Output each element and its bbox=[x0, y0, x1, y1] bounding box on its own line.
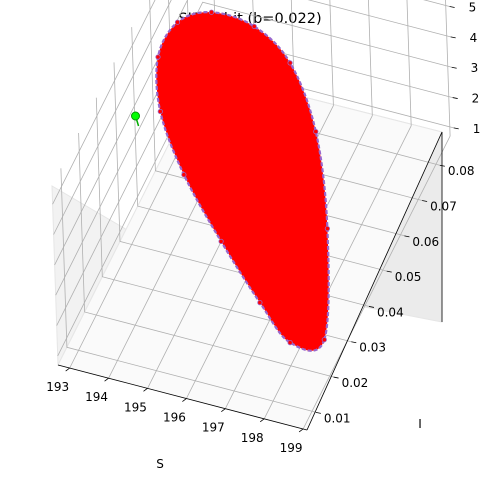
i-axis-label: I bbox=[418, 417, 422, 431]
grid-line-i bbox=[95, 97, 352, 343]
r-tick-label: 4 bbox=[470, 31, 478, 45]
s-tick-label: 196 bbox=[163, 411, 186, 425]
i-tick-label: 0.04 bbox=[377, 305, 404, 319]
s-tick-mark bbox=[65, 367, 70, 372]
i-tick-label: 0.01 bbox=[324, 411, 351, 425]
orbit-fill bbox=[155, 11, 330, 352]
r-tick-mark bbox=[453, 127, 459, 130]
s-tick-label: 197 bbox=[202, 421, 225, 435]
orbit-point bbox=[218, 238, 224, 244]
s-axis-label: S bbox=[156, 457, 164, 471]
i-tick-label: 0.05 bbox=[395, 270, 422, 284]
s-tick-label: 198 bbox=[241, 431, 264, 445]
grid-line-i bbox=[60, 168, 317, 413]
i-tick-mark bbox=[315, 411, 321, 414]
i-tick-mark bbox=[439, 164, 445, 167]
r-tick-label: 1 bbox=[473, 122, 481, 136]
grid-line-r bbox=[53, 0, 450, 235]
i-tick-label: 0.07 bbox=[430, 200, 457, 214]
orbit-point bbox=[257, 299, 263, 306]
data-layer bbox=[131, 9, 330, 352]
tick-labels: 193 194 195 196 197 198 199 0.01 0.02 0.03 0.04 0.0… bbox=[46, 1, 481, 471]
i-tick-mark bbox=[404, 235, 410, 238]
grid-line-i bbox=[78, 132, 334, 378]
s-tick-mark bbox=[143, 388, 148, 392]
s-tick-mark bbox=[182, 398, 187, 402]
orbit-point bbox=[208, 9, 215, 15]
orbit-point bbox=[287, 60, 293, 66]
i-tick-mark bbox=[368, 306, 375, 308]
orbit-point bbox=[251, 23, 257, 29]
s-tick-mark bbox=[298, 428, 304, 433]
r-tick-label: 2 bbox=[472, 92, 480, 106]
grid-line-r bbox=[54, 0, 451, 266]
i-tick-label: 0.02 bbox=[342, 376, 369, 390]
s-tick-label: 195 bbox=[124, 400, 147, 414]
s-tick-label: 194 bbox=[85, 390, 108, 404]
i-tick-label: 0.03 bbox=[359, 341, 386, 355]
s-axis-line bbox=[57, 364, 308, 431]
r-tick-mark bbox=[451, 66, 457, 69]
grid-line-r bbox=[55, 1, 452, 296]
r-tick-mark bbox=[452, 97, 458, 99]
orbit-point bbox=[324, 226, 330, 232]
r-tick-label: 5 bbox=[469, 1, 477, 15]
axis-lines bbox=[57, 131, 443, 431]
i-tick-mark bbox=[351, 341, 357, 344]
s-tick-label: 193 bbox=[46, 380, 69, 394]
orbit-point bbox=[174, 19, 181, 25]
s-tick-mark bbox=[259, 418, 265, 423]
start-marker-point bbox=[131, 111, 140, 121]
i-tick-mark bbox=[386, 270, 392, 273]
i-tick-mark bbox=[333, 376, 339, 379]
orbit-point bbox=[157, 108, 163, 115]
orbit-point bbox=[313, 129, 319, 135]
orbit-point bbox=[321, 337, 327, 343]
i-tick-label: 0.08 bbox=[448, 164, 475, 178]
r-tick-label: 3 bbox=[471, 61, 479, 75]
s-tick-mark bbox=[221, 408, 226, 412]
i-tick-label: 0.06 bbox=[412, 235, 439, 249]
orbit-point bbox=[287, 339, 293, 346]
grid-line-r bbox=[52, 0, 156, 205]
grid-line-s bbox=[186, 0, 334, 399]
r-tick-mark bbox=[449, 6, 455, 8]
s-tick-mark bbox=[104, 377, 109, 382]
s-tick-label: 199 bbox=[280, 441, 303, 455]
r-tick-mark bbox=[450, 36, 456, 39]
tick-marks bbox=[65, 6, 459, 433]
orbit-point bbox=[155, 54, 161, 60]
i-axis-line bbox=[306, 131, 443, 431]
orbit-point bbox=[181, 172, 187, 178]
i-tick-mark bbox=[422, 200, 428, 202]
